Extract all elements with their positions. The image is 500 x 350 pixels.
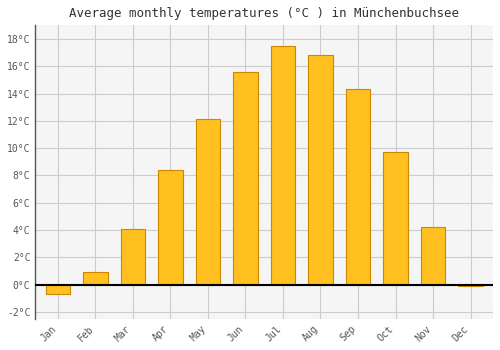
Bar bbox=[233, 72, 258, 285]
Title: Average monthly temperatures (°C ) in Münchenbuchsee: Average monthly temperatures (°C ) in Mü… bbox=[69, 7, 459, 20]
Bar bbox=[346, 89, 370, 285]
Bar bbox=[458, 285, 482, 286]
Bar bbox=[46, 285, 70, 294]
Bar bbox=[158, 170, 182, 285]
Bar bbox=[270, 46, 295, 285]
Bar bbox=[120, 229, 145, 285]
Bar bbox=[196, 119, 220, 285]
Bar bbox=[308, 55, 332, 285]
Bar bbox=[83, 272, 108, 285]
Bar bbox=[421, 227, 445, 285]
Bar bbox=[384, 152, 407, 285]
